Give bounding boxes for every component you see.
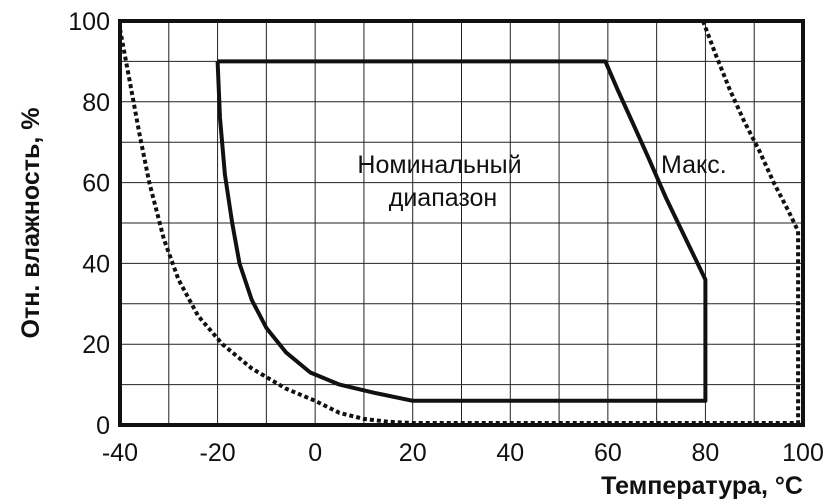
x-tick-label: -20 — [200, 439, 236, 467]
x-tick-label: -40 — [102, 439, 138, 467]
y-tick-label: 0 — [96, 412, 110, 440]
nominal-range-boundary — [215, 59, 708, 403]
y-tick-label: 100 — [68, 8, 110, 36]
y-axis-title: Отн. влажность, % — [17, 108, 45, 339]
x-tick-label: 80 — [692, 439, 720, 467]
x-tick-label: 100 — [782, 439, 824, 467]
y-tick-label: 60 — [82, 170, 110, 198]
x-tick-label: 60 — [594, 439, 622, 467]
y-tick-label: 80 — [82, 89, 110, 117]
annotation-nominal-line-2: диапазон — [389, 184, 498, 212]
annotation-nominal-line-1: Номинальный — [357, 151, 521, 179]
y-tick-label: 40 — [82, 250, 110, 278]
annotation-max: Макс. — [661, 151, 727, 179]
annotation-max-line-1: Макс. — [661, 151, 727, 179]
series-group — [118, 20, 801, 425]
x-tick-labels: -40 -20 0 20 40 60 80 100 — [102, 439, 824, 467]
max-range-boundary-1 — [118, 28, 799, 425]
x-tick-label: 20 — [399, 439, 427, 467]
grid — [120, 21, 803, 425]
x-tick-label: 0 — [308, 439, 322, 467]
plot-frame — [118, 19, 805, 427]
max-range-boundary-2 — [701, 20, 801, 423]
y-tick-label: 20 — [82, 331, 110, 359]
x-tick-label: 40 — [496, 439, 524, 467]
y-tick-labels: 0 20 40 60 80 100 — [68, 8, 110, 440]
annotation-nominal-range: Номинальный диапазон — [357, 151, 528, 212]
x-axis-title: Температура, °C — [601, 472, 803, 499]
